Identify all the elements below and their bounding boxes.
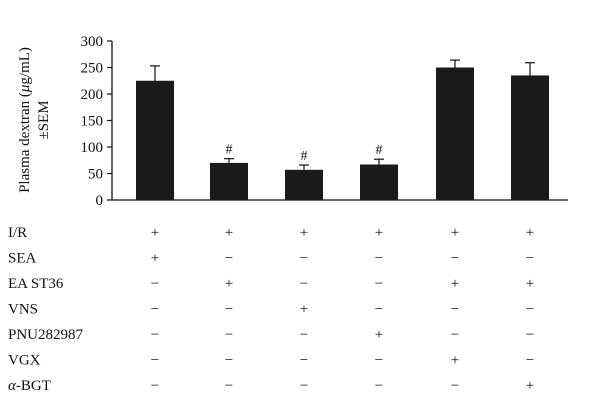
- y-axis-title-sem: ±SEM: [36, 100, 52, 139]
- minus-mark: −: [375, 276, 383, 292]
- bar: [360, 164, 398, 200]
- minus-mark: −: [225, 378, 233, 394]
- plus-mark: +: [526, 276, 534, 292]
- minus-mark: −: [375, 302, 383, 318]
- plus-mark: +: [451, 276, 459, 292]
- minus-mark: −: [151, 327, 159, 343]
- plus-mark: +: [375, 327, 383, 343]
- minus-mark: −: [375, 251, 383, 267]
- minus-mark: −: [451, 251, 459, 267]
- y-tick-label: 50: [88, 167, 103, 183]
- minus-mark: −: [151, 353, 159, 369]
- plus-mark: +: [451, 353, 459, 369]
- plus-mark: +: [451, 225, 459, 241]
- minus-mark: −: [375, 353, 383, 369]
- plus-mark: +: [225, 225, 233, 241]
- minus-mark: −: [300, 276, 308, 292]
- condition-label: EA ST36: [8, 276, 64, 292]
- plus-mark: +: [151, 225, 159, 241]
- y-axis-title-mu: μ: [17, 84, 33, 93]
- minus-mark: −: [225, 327, 233, 343]
- y-tick-label: 0: [96, 193, 104, 209]
- y-axis-title-prefix: Plasma dextran (: [17, 92, 33, 193]
- minus-mark: −: [300, 327, 308, 343]
- y-tick-label: 200: [81, 87, 104, 103]
- axes: 0 50 100 150 200 250 300: [81, 34, 568, 209]
- condition-label: SEA: [8, 251, 37, 267]
- bar: [210, 162, 248, 200]
- bar: [136, 80, 174, 200]
- y-axis-title: Plasma dextran (μg/mL): [17, 47, 33, 193]
- y-tick-label: 300: [81, 34, 104, 50]
- bar: [436, 67, 474, 200]
- condition-label: PNU282987: [8, 327, 84, 343]
- minus-mark: −: [451, 302, 459, 318]
- bar: [511, 75, 549, 200]
- y-tick-label: 100: [81, 140, 104, 156]
- minus-mark: −: [375, 378, 383, 394]
- y-tick-label: 150: [81, 114, 104, 130]
- minus-mark: −: [451, 327, 459, 343]
- condition-label-prefix: α: [8, 378, 17, 394]
- minus-mark: −: [300, 378, 308, 394]
- condition-label: VNS: [8, 302, 38, 318]
- minus-mark: −: [526, 302, 534, 318]
- condition-label-text: SEA: [8, 251, 37, 267]
- condition-label-text: I/R: [8, 225, 27, 241]
- conditions-table: I/R + + + + + + SEA + − − − − − EA ST36 − + − − + + VNS − − + − − −…: [8, 225, 534, 394]
- minus-mark: −: [526, 327, 534, 343]
- plus-mark: +: [300, 225, 308, 241]
- plus-mark: +: [151, 251, 159, 267]
- plus-mark: +: [300, 302, 308, 318]
- minus-mark: −: [451, 378, 459, 394]
- condition-label-text: VGX: [8, 353, 41, 369]
- minus-mark: −: [300, 251, 308, 267]
- minus-mark: −: [151, 276, 159, 292]
- condition-label-text: VNS: [8, 302, 38, 318]
- plus-mark: +: [526, 225, 534, 241]
- minus-mark: −: [526, 251, 534, 267]
- minus-mark: −: [151, 302, 159, 318]
- plus-mark: +: [526, 378, 534, 394]
- condition-label: α-BGT: [8, 378, 51, 394]
- minus-mark: −: [225, 251, 233, 267]
- bar: [285, 169, 323, 200]
- plus-mark: +: [225, 276, 233, 292]
- minus-mark: −: [225, 353, 233, 369]
- significance-mark: #: [301, 149, 308, 164]
- minus-mark: −: [225, 302, 233, 318]
- condition-label-text: -BGT: [16, 378, 51, 394]
- significance-mark: #: [226, 143, 233, 158]
- minus-mark: −: [151, 378, 159, 394]
- condition-label: VGX: [8, 353, 41, 369]
- significance-mark: #: [376, 143, 383, 158]
- condition-label: I/R: [8, 225, 27, 241]
- condition-label-text: EA ST36: [8, 276, 64, 292]
- condition-label-text: PNU282987: [8, 327, 84, 343]
- y-axis-title-unit: g/mL): [17, 47, 33, 85]
- minus-mark: −: [300, 353, 308, 369]
- bars: # # #: [136, 59, 549, 200]
- y-tick-label: 250: [81, 61, 104, 77]
- plus-mark: +: [375, 225, 383, 241]
- minus-mark: −: [526, 353, 534, 369]
